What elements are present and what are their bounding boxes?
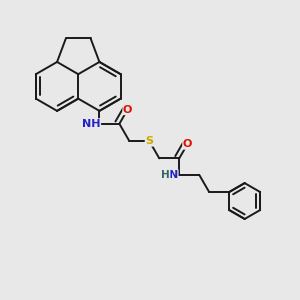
Text: NH: NH bbox=[82, 119, 100, 129]
Text: H: H bbox=[161, 170, 170, 180]
Text: O: O bbox=[123, 104, 132, 115]
Text: S: S bbox=[145, 136, 153, 146]
Text: O: O bbox=[183, 139, 192, 149]
Text: N: N bbox=[169, 170, 178, 180]
